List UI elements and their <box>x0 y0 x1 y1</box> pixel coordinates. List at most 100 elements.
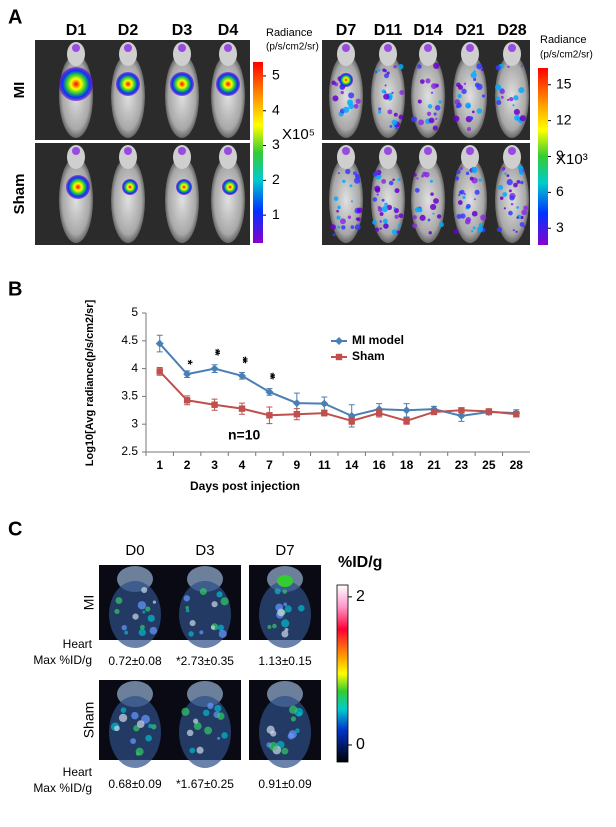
signal <box>476 108 483 114</box>
signal <box>466 203 471 209</box>
signal <box>221 732 228 739</box>
signal <box>431 83 437 89</box>
stat-value: *2.73±0.35 <box>176 654 234 668</box>
signal <box>398 63 404 70</box>
signal <box>458 190 463 195</box>
signal <box>332 233 336 237</box>
mouse-head <box>337 145 355 169</box>
signal <box>375 187 381 193</box>
signal <box>506 179 513 186</box>
signal <box>189 747 196 754</box>
signal <box>417 99 422 104</box>
y-tick-label: 4 <box>131 361 138 375</box>
x-tick-label: 7 <box>266 458 273 472</box>
signal <box>356 207 363 214</box>
signal <box>340 218 346 225</box>
signal <box>372 197 378 202</box>
signal <box>124 630 129 635</box>
signal <box>145 734 152 742</box>
signal <box>416 177 419 180</box>
signal <box>122 179 138 195</box>
signal <box>477 226 484 233</box>
legend-label: MI model <box>352 333 404 347</box>
series-line <box>158 342 517 417</box>
x-tick-label: 9 <box>294 458 301 472</box>
colorbar-tick-label: 12 <box>556 111 572 127</box>
signal <box>214 704 222 713</box>
colorbar-tick-label: 3 <box>556 219 564 235</box>
signal <box>216 591 223 598</box>
mouse-head <box>461 145 479 169</box>
signal <box>342 44 350 52</box>
mouse-body <box>211 157 245 243</box>
signal <box>378 107 382 111</box>
signal <box>136 720 145 728</box>
signal <box>384 44 392 52</box>
signal <box>350 225 355 229</box>
mouse-head <box>173 42 191 66</box>
signal <box>216 72 240 96</box>
signal <box>510 202 514 206</box>
signal <box>266 725 275 734</box>
signal <box>496 100 502 106</box>
y-tick-label: 5 <box>131 305 138 319</box>
colorbar <box>253 62 263 243</box>
signal <box>211 601 218 608</box>
signal <box>428 117 435 124</box>
mouse-body <box>111 157 145 243</box>
signal <box>516 180 521 184</box>
stat-value: 1.13±0.15 <box>258 654 312 668</box>
signal <box>504 172 507 175</box>
body <box>179 581 231 648</box>
signal <box>461 88 467 95</box>
signal <box>188 631 194 637</box>
signal <box>377 68 381 72</box>
signal <box>509 195 515 201</box>
stat-label: Max %ID/g <box>33 781 92 795</box>
colorbar <box>538 68 548 245</box>
signal <box>417 64 422 69</box>
signal <box>427 104 433 109</box>
signal <box>398 114 404 120</box>
signal <box>429 179 433 183</box>
signal <box>397 178 401 182</box>
signal <box>512 229 515 232</box>
signal <box>118 713 128 723</box>
signal <box>149 626 158 635</box>
x-tick-label: 28 <box>510 458 524 472</box>
signal <box>224 147 232 155</box>
y-axis-label-group: Log10[Avg radiance(p/s/cm2/sr] <box>84 300 96 466</box>
signal <box>170 72 194 96</box>
signal <box>376 171 379 174</box>
signal <box>224 44 232 52</box>
signal <box>523 225 526 228</box>
signal <box>393 206 396 210</box>
signal <box>462 195 466 199</box>
mouse-head <box>337 42 355 66</box>
signal <box>473 77 477 81</box>
y-tick-label: 4.5 <box>121 333 138 347</box>
signal <box>395 126 398 130</box>
colorbar-tick-label: 6 <box>556 183 564 199</box>
marker <box>210 364 219 373</box>
signal <box>469 176 474 181</box>
signal <box>382 68 386 72</box>
mouse-head <box>503 145 521 169</box>
mouse-head <box>419 145 437 169</box>
signal <box>399 89 405 95</box>
stat-label: Heart <box>63 765 93 779</box>
marker <box>348 417 355 425</box>
marker <box>183 397 191 404</box>
y-tick-label: 3.5 <box>121 389 138 403</box>
signal <box>115 597 123 605</box>
body <box>259 581 311 648</box>
signal <box>516 206 520 209</box>
signal <box>381 179 387 184</box>
signal <box>152 600 157 604</box>
signal <box>516 216 519 219</box>
signal <box>217 736 221 740</box>
signal <box>199 588 207 596</box>
signal <box>508 210 513 216</box>
signal <box>393 65 397 69</box>
signal <box>131 711 139 720</box>
